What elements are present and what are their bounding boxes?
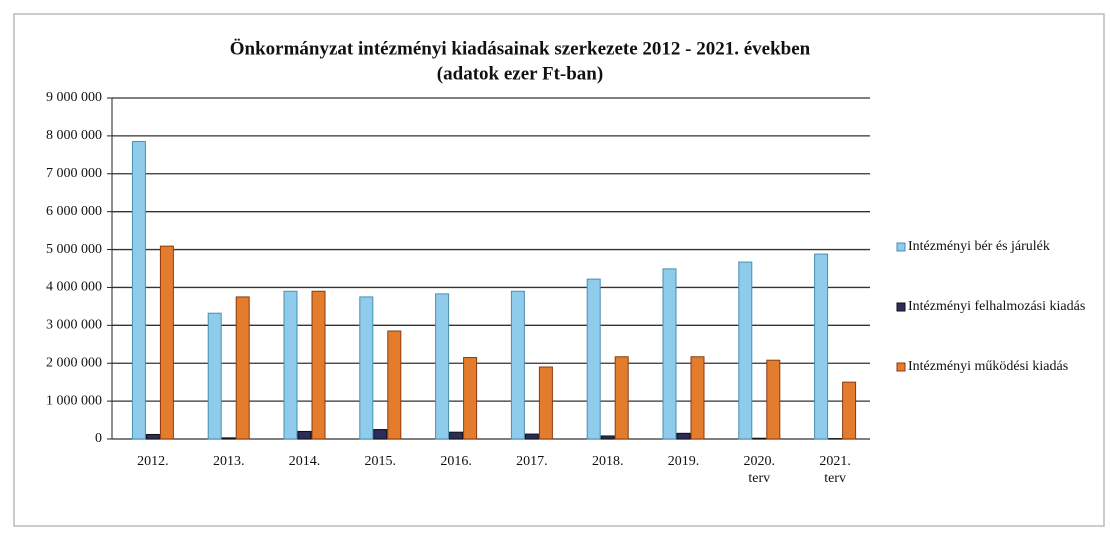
legend-swatch: [896, 362, 906, 372]
y-tick-label: 6 000 000: [46, 204, 102, 219]
legend-swatch: [896, 242, 906, 252]
bar: [676, 432, 691, 440]
bar: [662, 268, 677, 440]
bar: [614, 356, 629, 440]
bar: [221, 437, 236, 440]
bar: [586, 278, 601, 440]
y-tick-label: 3 000 000: [46, 318, 102, 333]
y-tick-label: 5 000 000: [46, 242, 102, 257]
bar: [449, 431, 464, 440]
bar: [145, 433, 160, 440]
bar: [207, 312, 222, 440]
bar: [738, 261, 753, 440]
bar: [538, 366, 553, 440]
y-tick-label: 0: [95, 431, 102, 446]
legend-label: Intézményi bér és járulék: [908, 239, 1050, 254]
bar: [814, 253, 829, 440]
bar: [283, 290, 298, 440]
legend-swatch: [896, 302, 906, 312]
y-tick-label: 1 000 000: [46, 393, 102, 408]
bar: [131, 141, 146, 440]
bar: [600, 435, 615, 440]
bar: [524, 433, 539, 440]
bar: [311, 290, 326, 440]
legend-label: Intézményi működési kiadás: [908, 359, 1068, 374]
x-tick-label: 2019.: [667, 454, 700, 469]
bar: [752, 437, 767, 440]
bar: [510, 290, 525, 440]
bar: [842, 381, 857, 440]
chart-subtitle: (adatok ezer Ft-ban): [437, 63, 603, 84]
y-tick-label: 8 000 000: [46, 128, 102, 143]
bar: [373, 429, 388, 440]
x-tick-label: 2021. terv: [819, 454, 851, 486]
x-tick-label: 2017.: [516, 454, 548, 469]
y-tick-label: 9 000 000: [46, 90, 102, 105]
bar: [359, 296, 374, 440]
y-tick-label: 4 000 000: [46, 280, 102, 295]
chart-title: Önkormányzat intézményi kiadásainak szer…: [230, 38, 811, 59]
bar: [387, 330, 402, 440]
x-tick-label: 2015.: [364, 454, 397, 469]
x-tick-label: 2013.: [212, 454, 245, 469]
bar: [463, 357, 478, 440]
x-tick-label: 2020. terv: [743, 454, 776, 486]
y-tick-label: 7 000 000: [46, 166, 102, 181]
frame: [13, 13, 1105, 527]
bar: [435, 293, 450, 440]
x-tick-label: 2016.: [440, 454, 472, 469]
bar: [297, 430, 312, 440]
bar: [690, 356, 705, 440]
legend-label: Intézményi felhalmozási kiadás: [908, 299, 1085, 314]
bar: [766, 359, 781, 440]
x-tick-label: 2014.: [288, 454, 321, 469]
bar: [235, 296, 250, 440]
x-tick-label: 2018.: [591, 454, 624, 469]
y-tick-label: 2 000 000: [46, 355, 102, 370]
x-tick-label: 2012.: [137, 454, 169, 469]
bar: [159, 245, 174, 440]
